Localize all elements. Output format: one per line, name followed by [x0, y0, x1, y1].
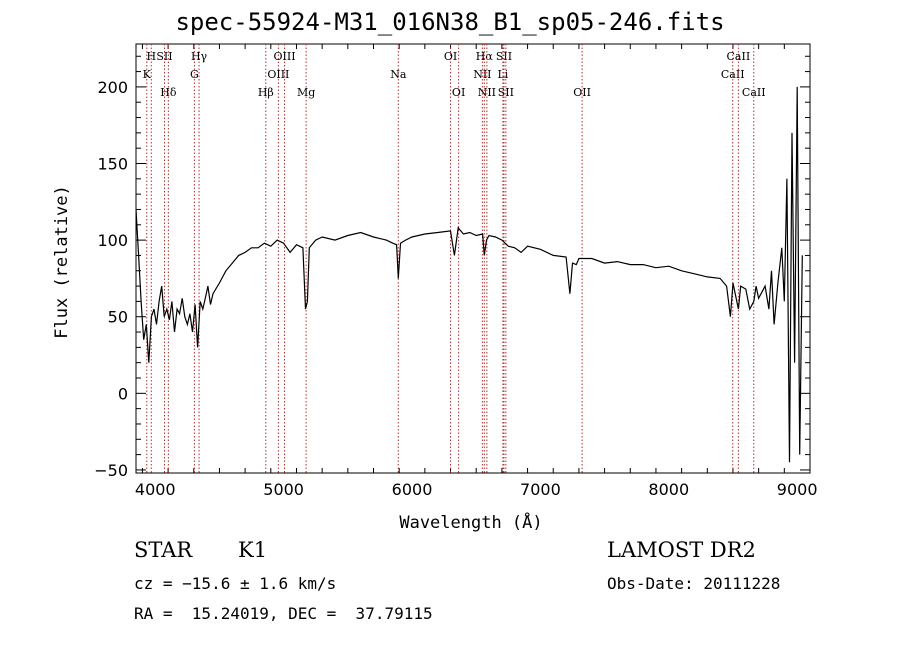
- spectral-line-label: SII: [498, 86, 514, 99]
- object-subclass: K1: [238, 538, 268, 562]
- spectral-line-label: SII: [156, 50, 172, 63]
- spectral-line-label: Hα: [476, 50, 494, 63]
- x-tick-label: 6000: [392, 480, 433, 499]
- spectral-line-label: G: [190, 68, 199, 81]
- spectrum-line: [136, 86, 803, 463]
- spectral-line-label: CaII: [742, 86, 766, 99]
- spectral-line-label: SII: [496, 50, 512, 63]
- spectral-line-label: K: [143, 68, 152, 81]
- x-tick-label: 8000: [648, 480, 689, 499]
- axes: [135, 43, 811, 474]
- y-tick-label: 200: [97, 78, 128, 97]
- x-axis-label: Wavelength (Å): [399, 511, 542, 533]
- spectral-line-label: Mg: [297, 86, 315, 99]
- spectral-line-label: Hγ: [191, 50, 208, 63]
- y-tick-label: 0: [118, 384, 128, 403]
- spectral-line-label: OIII: [267, 68, 289, 81]
- spectral-line-markers: KH SIIHδHγGHβOIIIOIIIMgNaOIOINIIHαNIILiSI…: [143, 44, 766, 473]
- spectral-line-label: Hβ: [258, 86, 274, 99]
- redshift-cz: cz = −15.6 ± 1.6 km/s: [134, 574, 337, 593]
- spectral-line-label: Hδ: [160, 86, 177, 99]
- spectral-line-label: Li: [497, 68, 508, 81]
- survey-label: LAMOST DR2: [607, 538, 756, 562]
- spectral-line-label: Na: [390, 68, 407, 81]
- object-class: STAR: [134, 538, 193, 562]
- spectral-line-label: OIII: [274, 50, 296, 63]
- x-tick-label: 4000: [135, 480, 176, 499]
- spectral-line-label: CaII: [721, 68, 745, 81]
- spectral-line-label: OI: [444, 50, 457, 63]
- y-axis-label: Flux (relative): [52, 185, 72, 339]
- x-tick-label: 5000: [263, 480, 304, 499]
- spectral-line-label: CaII: [727, 50, 751, 63]
- chart-title: spec-55924-M31_016N38_B1_sp05-246.fits: [175, 8, 725, 36]
- tick-labels: 4000 5000 6000 7000 8000 9000 −50 0 50 100 150 200: [94, 78, 817, 499]
- y-tick-label: 100: [97, 231, 128, 250]
- y-tick-label: 150: [97, 155, 128, 174]
- y-tick-label: −50: [94, 461, 128, 480]
- ra-dec: RA = 15.24019, DEC = 37.79115: [134, 604, 433, 623]
- spectral-line-label: NII: [478, 86, 496, 99]
- plot-frame: [135, 43, 811, 474]
- x-tick-label: 7000: [520, 480, 561, 499]
- obs-date: Obs-Date: 20111228: [607, 574, 781, 593]
- spectrum-series: [136, 86, 803, 463]
- spectral-line-label: H: [146, 50, 156, 63]
- spectral-line-label: NII: [473, 68, 491, 81]
- spectral-line-label: OI: [452, 86, 465, 99]
- x-tick-label: 9000: [777, 480, 818, 499]
- spectral-line-label: OII: [573, 86, 591, 99]
- y-tick-label: 50: [108, 308, 128, 327]
